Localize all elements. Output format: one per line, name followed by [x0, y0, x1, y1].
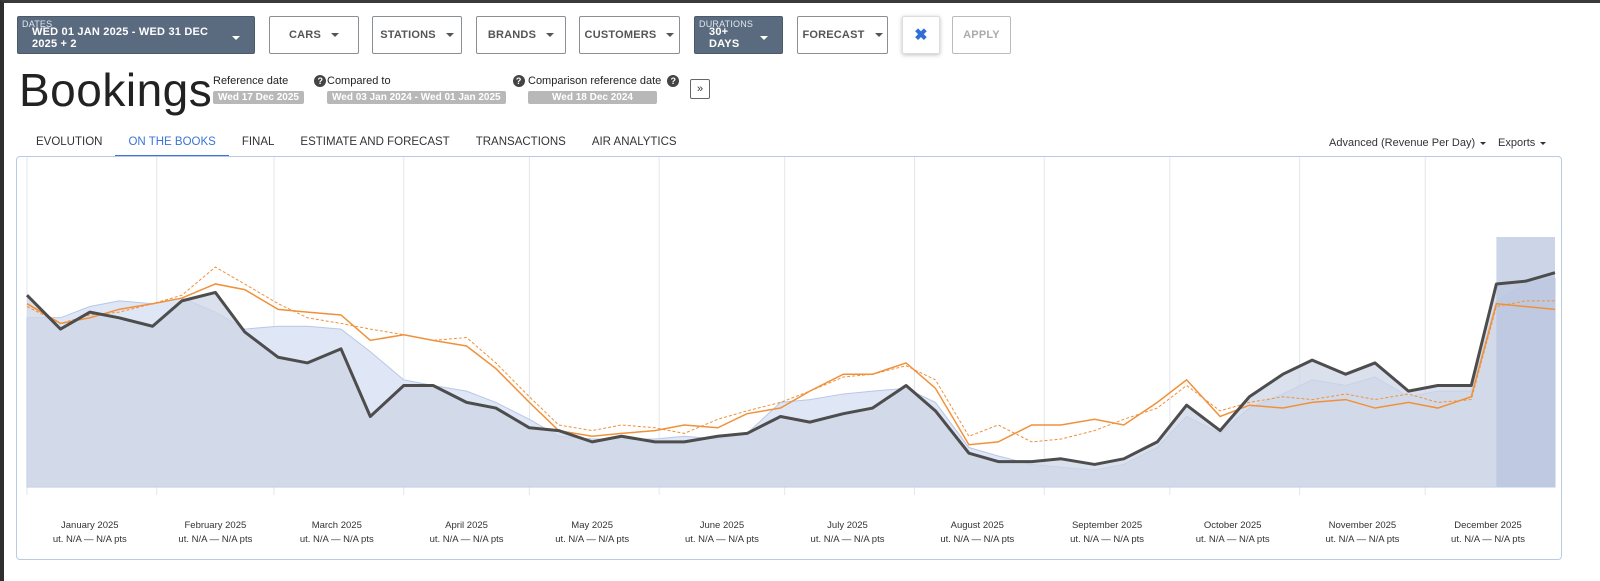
x-tick-sublabel: ut. N/A — N/A pts: [300, 534, 374, 545]
tab-evolution[interactable]: EVOLUTION: [36, 136, 103, 148]
compared-to-label: Compared to: [327, 75, 391, 87]
x-tick-label: February 2025: [184, 520, 246, 531]
bookings-chart: January 2025 ut. N/A — N/A pts February 20…: [16, 156, 1562, 560]
chevron-down-icon: [232, 36, 240, 40]
x-tick-sublabel: ut. N/A — N/A pts: [685, 534, 759, 545]
reference-date-value: Wed 17 Dec 2025: [213, 91, 304, 104]
comparison-dashed-line: [26, 266, 1555, 443]
help-icon[interactable]: ?: [667, 75, 680, 87]
x-tick-sublabel: ut. N/A — N/A pts: [430, 534, 504, 545]
dates-filter[interactable]: DATES WED 01 JAN 2025 - WED 31 DEC 2025 …: [17, 16, 255, 54]
chevron-down-icon: [445, 33, 454, 37]
close-icon: ✖: [914, 27, 928, 44]
tab-final[interactable]: FINAL: [241, 136, 275, 148]
durations-filter[interactable]: DURATIONS 30+ DAYS: [694, 16, 783, 54]
chevron-down-icon: [874, 33, 883, 37]
durations-filter-label: DURATIONS: [699, 19, 754, 29]
double-chevron-right-icon: »: [696, 83, 704, 95]
forecast-shade: [1496, 237, 1555, 487]
help-icon[interactable]: ?: [314, 75, 327, 87]
x-tick-sublabel: ut. N/A — N/A pts: [1196, 534, 1270, 545]
x-tick-sublabel: ut. N/A — N/A pts: [811, 534, 885, 545]
durations-filter-value: 30+ DAYS: [709, 26, 740, 50]
customers-filter[interactable]: CUSTOMERS: [579, 16, 680, 54]
x-tick-label: November 2025: [1329, 520, 1397, 531]
expand-button[interactable]: »: [690, 79, 710, 99]
comparison-reference-value: Wed 18 Dec 2024: [528, 91, 657, 104]
chevron-down-icon: [1540, 141, 1547, 145]
tab-on-the-books[interactable]: ON THE BOOKS: [115, 127, 229, 157]
chevron-down-icon: [666, 33, 675, 37]
x-tick-label: April 2025: [445, 520, 488, 531]
stations-filter-label: STATIONS: [380, 29, 436, 41]
x-tick-sublabel: ut. N/A — N/A pts: [178, 534, 252, 545]
tab-bar: EVOLUTION ON THE BOOKS FINAL ESTIMATE AN…: [23, 127, 690, 157]
apply-button[interactable]: APPLY: [952, 16, 1011, 54]
exports-menu[interactable]: Exports: [1498, 137, 1547, 149]
apply-button-label: APPLY: [963, 29, 1000, 41]
chevron-down-icon: [1480, 141, 1487, 145]
current-area: [27, 272, 1555, 487]
reference-date-block: Reference date? Wed 17 Dec 2025: [213, 73, 327, 104]
comparison-reference-label: Comparison reference date: [528, 75, 662, 87]
help-icon[interactable]: ?: [512, 75, 525, 87]
x-tick-sublabel: ut. N/A — N/A pts: [53, 534, 127, 545]
advanced-menu-label: Advanced (Revenue Per Day): [1329, 137, 1476, 149]
compared-to-block: Compared to? Wed 03 Jan 2024 - Wed 01 Ja…: [327, 73, 525, 104]
bookings-chart-svg: January 2025 ut. N/A — N/A pts February 20…: [25, 157, 1556, 545]
x-tick-label: August 2025: [951, 520, 1004, 531]
exports-menu-label: Exports: [1498, 137, 1536, 149]
reference-date-label: Reference date: [213, 75, 289, 87]
page-title: Bookings: [19, 64, 213, 116]
forecast-filter[interactable]: FORECAST: [797, 16, 888, 54]
x-tick-sublabel: ut. N/A — N/A pts: [1325, 534, 1399, 545]
brands-filter[interactable]: BRANDS: [476, 16, 566, 54]
clear-filters-button[interactable]: ✖: [902, 16, 940, 54]
dates-filter-label: DATES: [22, 19, 53, 29]
tab-estimate-and-forecast[interactable]: ESTIMATE AND FORECAST: [300, 136, 450, 148]
x-tick-sublabel: ut. N/A — N/A pts: [940, 534, 1014, 545]
forecast-filter-label: FORECAST: [802, 29, 865, 41]
x-tick-label: October 2025: [1204, 520, 1262, 531]
stations-filter[interactable]: STATIONS: [372, 16, 462, 54]
x-tick-label: June 2025: [700, 520, 744, 531]
x-tick-label: July 2025: [827, 520, 868, 531]
cars-filter-label: CARS: [289, 29, 321, 41]
x-tick-label: March 2025: [312, 520, 362, 531]
x-tick-sublabel: ut. N/A — N/A pts: [555, 534, 629, 545]
comparison-line: [26, 283, 1556, 446]
compared-to-value: Wed 03 Jan 2024 - Wed 01 Jan 2025: [327, 91, 506, 104]
advanced-menu[interactable]: Advanced (Revenue Per Day): [1329, 137, 1487, 149]
tab-transactions[interactable]: TRANSACTIONS: [475, 136, 566, 148]
comparison-reference-block: Comparison reference date? Wed 18 Dec 20…: [528, 73, 680, 104]
x-tick-label: December 2025: [1454, 520, 1522, 531]
chevron-down-icon: [330, 33, 339, 37]
x-tick-sublabel: ut. N/A — N/A pts: [1070, 534, 1144, 545]
x-tick-label: May 2025: [571, 520, 613, 531]
x-tick-sublabel: ut. N/A — N/A pts: [1451, 534, 1525, 545]
tab-air-analytics[interactable]: AIR ANALYTICS: [591, 136, 677, 148]
customers-filter-label: CUSTOMERS: [584, 29, 657, 41]
chevron-down-icon: [546, 33, 555, 37]
cars-filter[interactable]: CARS: [269, 16, 359, 54]
chevron-down-icon: [760, 36, 768, 40]
brands-filter-label: BRANDS: [487, 29, 537, 41]
dates-filter-value: WED 01 JAN 2025 - WED 31 DEC 2025 + 2: [32, 26, 209, 50]
current-line: [25, 271, 1556, 466]
x-tick-label: January 2025: [61, 520, 119, 531]
x-tick-label: September 2025: [1072, 520, 1142, 531]
